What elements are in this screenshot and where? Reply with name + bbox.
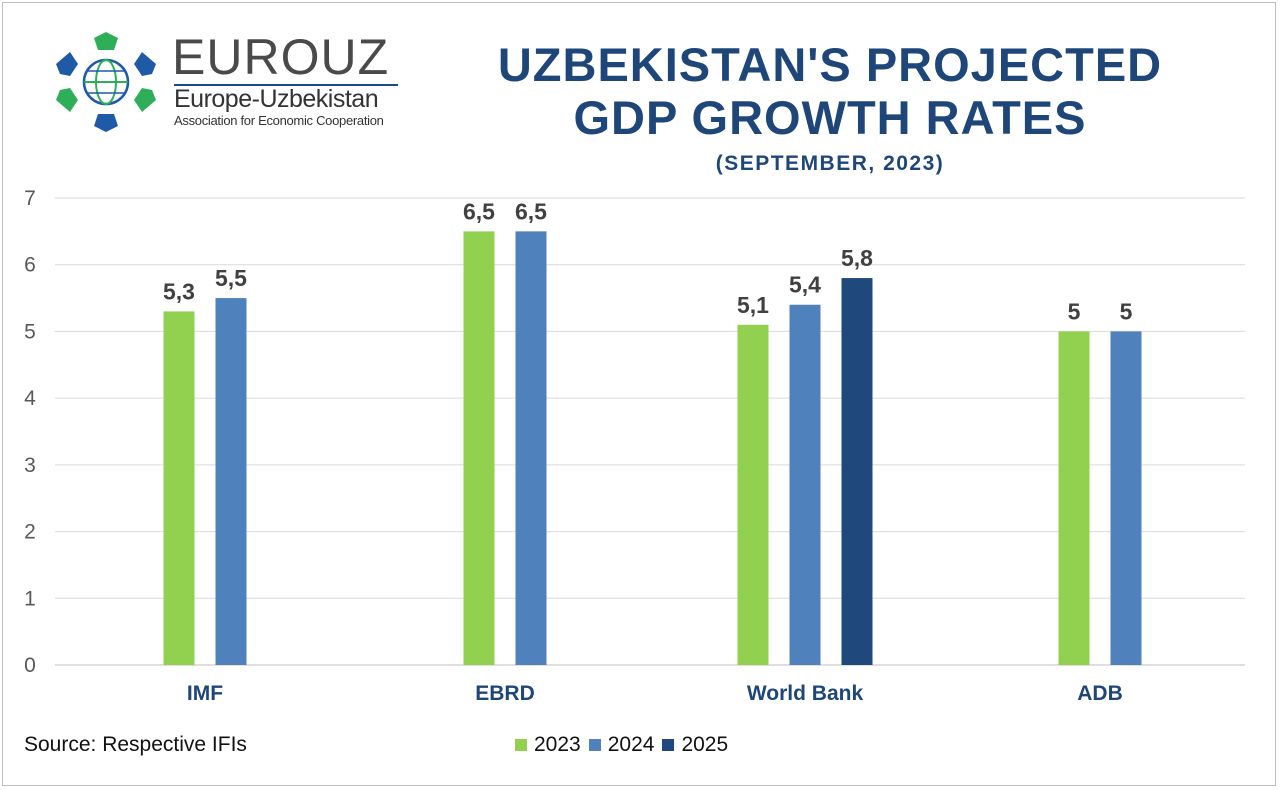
data-label-imf-2023: 5,3: [163, 278, 195, 304]
data-label-world-bank-2024: 5,4: [789, 272, 821, 298]
legend-swatch-2023: [515, 739, 527, 751]
legend-swatch-2024: [588, 739, 601, 751]
chart-title-line-2: GDP GROWTH RATES: [573, 91, 1087, 144]
legend-label-2025: 2025: [681, 733, 729, 756]
data-label-adb-2023: 5: [1068, 298, 1081, 324]
data-label-ebrd-2024: 6,5: [515, 198, 547, 224]
y-tick-label-2: 2: [24, 521, 36, 544]
eurouz-logo: EUROUZ Europe-Uzbekistan Association for…: [52, 28, 412, 136]
bar-world-bank-2024: [789, 304, 821, 665]
y-tick-label-7: 7: [24, 187, 36, 210]
data-label-imf-2024: 5,5: [215, 265, 247, 291]
y-tick-label-1: 1: [24, 587, 36, 610]
eurouz-logo-mark-icon: [56, 32, 156, 132]
y-tick-label-0: 0: [24, 654, 36, 677]
source-note: Source: Respective IFIs: [24, 733, 247, 756]
x-category-label-imf: IMF: [187, 682, 223, 705]
data-label-world-bank-2023: 5,1: [737, 292, 769, 318]
y-tick-label-6: 6: [24, 254, 36, 277]
bar-world-bank-2025: [841, 278, 873, 665]
legend-item-2024: 2024: [588, 733, 655, 757]
logo-divider: [174, 84, 398, 86]
chart-legend: 2023 2024 2025: [515, 733, 736, 757]
x-category-label-ebrd: EBRD: [475, 682, 535, 705]
y-tick-label-4: 4: [24, 387, 36, 410]
data-label-adb-2024: 5: [1120, 298, 1133, 324]
logo-tagline: Association for Economic Cooperation: [174, 113, 384, 128]
bar-adb-2024: [1110, 331, 1142, 665]
chart-subtitle: (SEPTEMBER, 2023): [715, 152, 945, 175]
x-category-label-adb: ADB: [1077, 682, 1123, 705]
bar-world-bank-2023: [737, 324, 769, 665]
x-category-label-world-bank: World Bank: [747, 682, 864, 705]
legend-item-2023: 2023: [515, 733, 581, 757]
logo-subtitle: Europe-Uzbekistan: [174, 85, 379, 113]
chart-title: UZBEKISTAN'S PROJECTED GDP GROWTH RATES: [440, 38, 1220, 144]
bar-imf-2024: [215, 298, 247, 665]
y-tick-label-5: 5: [24, 320, 36, 343]
bar-ebrd-2023: [463, 231, 495, 665]
bar-imf-2023: [163, 311, 195, 665]
legend-swatch-2025: [662, 739, 675, 751]
y-tick-label-3: 3: [24, 454, 36, 477]
legend-item-2025: 2025: [662, 733, 728, 757]
data-label-world-bank-2025: 5,8: [841, 245, 873, 271]
legend-label-2023: 2023: [534, 733, 581, 756]
logo-name: EUROUZ: [172, 29, 390, 85]
bar-adb-2023: [1058, 331, 1090, 665]
chart-title-line-1: UZBEKISTAN'S PROJECTED: [497, 38, 1163, 91]
bar-ebrd-2024: [515, 231, 547, 665]
legend-label-2024: 2024: [607, 733, 655, 756]
data-label-ebrd-2023: 6,5: [463, 198, 495, 224]
